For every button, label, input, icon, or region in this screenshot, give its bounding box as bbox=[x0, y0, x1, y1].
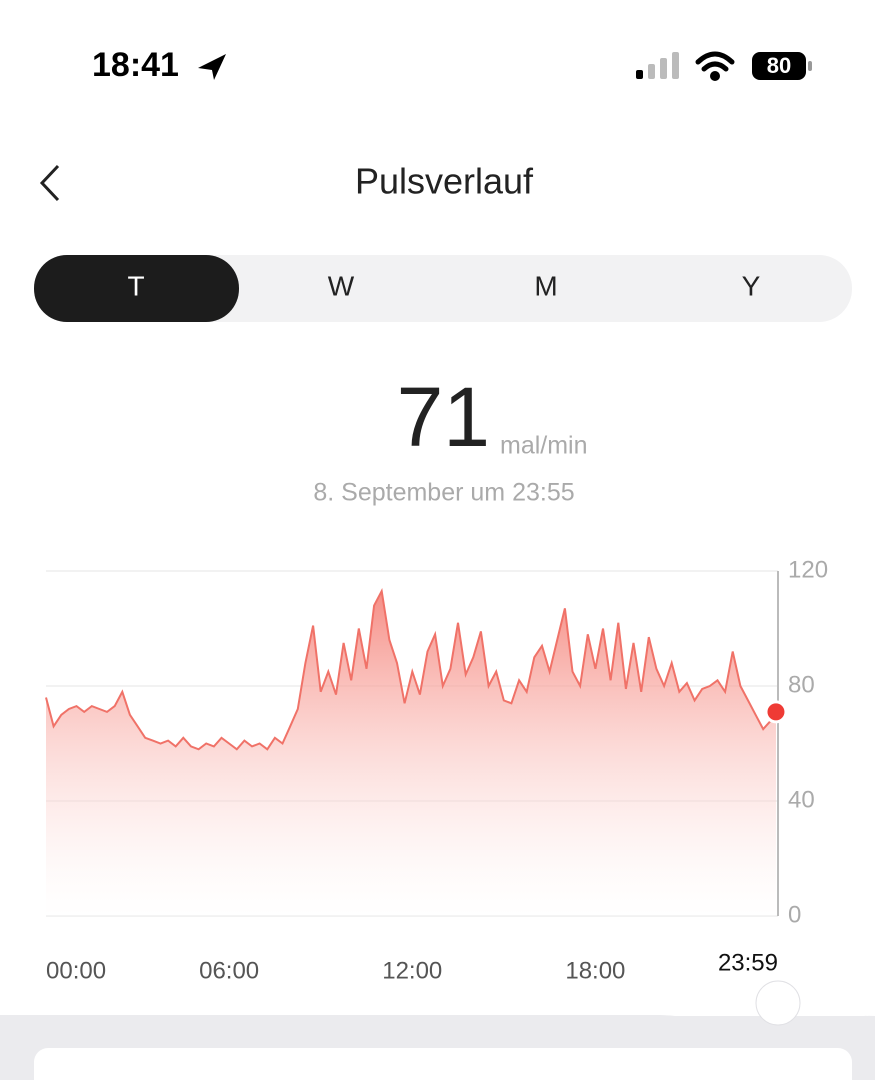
battery-icon bbox=[752, 52, 806, 80]
reading-time: 8. September um 23:55 bbox=[313, 479, 574, 507]
tab-bar bbox=[34, 255, 852, 322]
reading-unit: mal/min bbox=[500, 432, 588, 460]
tab-active[interactable] bbox=[34, 255, 239, 322]
selected-point bbox=[764, 700, 788, 724]
x-tick-label: 06:00 bbox=[199, 957, 259, 984]
y-tick-label: 80 bbox=[788, 671, 815, 698]
y-tick-label: 0 bbox=[788, 901, 801, 928]
tab-label[interactable]: T bbox=[127, 270, 144, 301]
slider-handle[interactable] bbox=[755, 980, 801, 1026]
area-fill bbox=[46, 591, 776, 916]
tab-label[interactable]: W bbox=[328, 270, 355, 301]
x-tick-label: 18:00 bbox=[565, 957, 625, 984]
wifi-icon bbox=[695, 51, 735, 81]
battery-level: 80 bbox=[767, 53, 791, 78]
line bbox=[45, 587, 777, 751]
back-button[interactable] bbox=[39, 164, 60, 202]
clock: 18:41 bbox=[92, 46, 179, 84]
battery-tip bbox=[808, 61, 812, 71]
tab-label[interactable]: M bbox=[534, 270, 557, 301]
x-tick-label: 00:00 bbox=[46, 957, 106, 984]
y-tick-label: 40 bbox=[788, 786, 815, 813]
signal-icon bbox=[636, 52, 679, 79]
reading-value: 71 bbox=[397, 370, 490, 464]
card bbox=[34, 1048, 852, 1080]
slider-label: 23:59 bbox=[718, 949, 778, 976]
y-tick-label: 120 bbox=[788, 556, 828, 583]
x-tick-label: 12:00 bbox=[382, 957, 442, 984]
location-icon bbox=[198, 54, 226, 80]
page-title: Pulsverlauf bbox=[355, 161, 534, 202]
tab-label[interactable]: Y bbox=[742, 270, 761, 301]
